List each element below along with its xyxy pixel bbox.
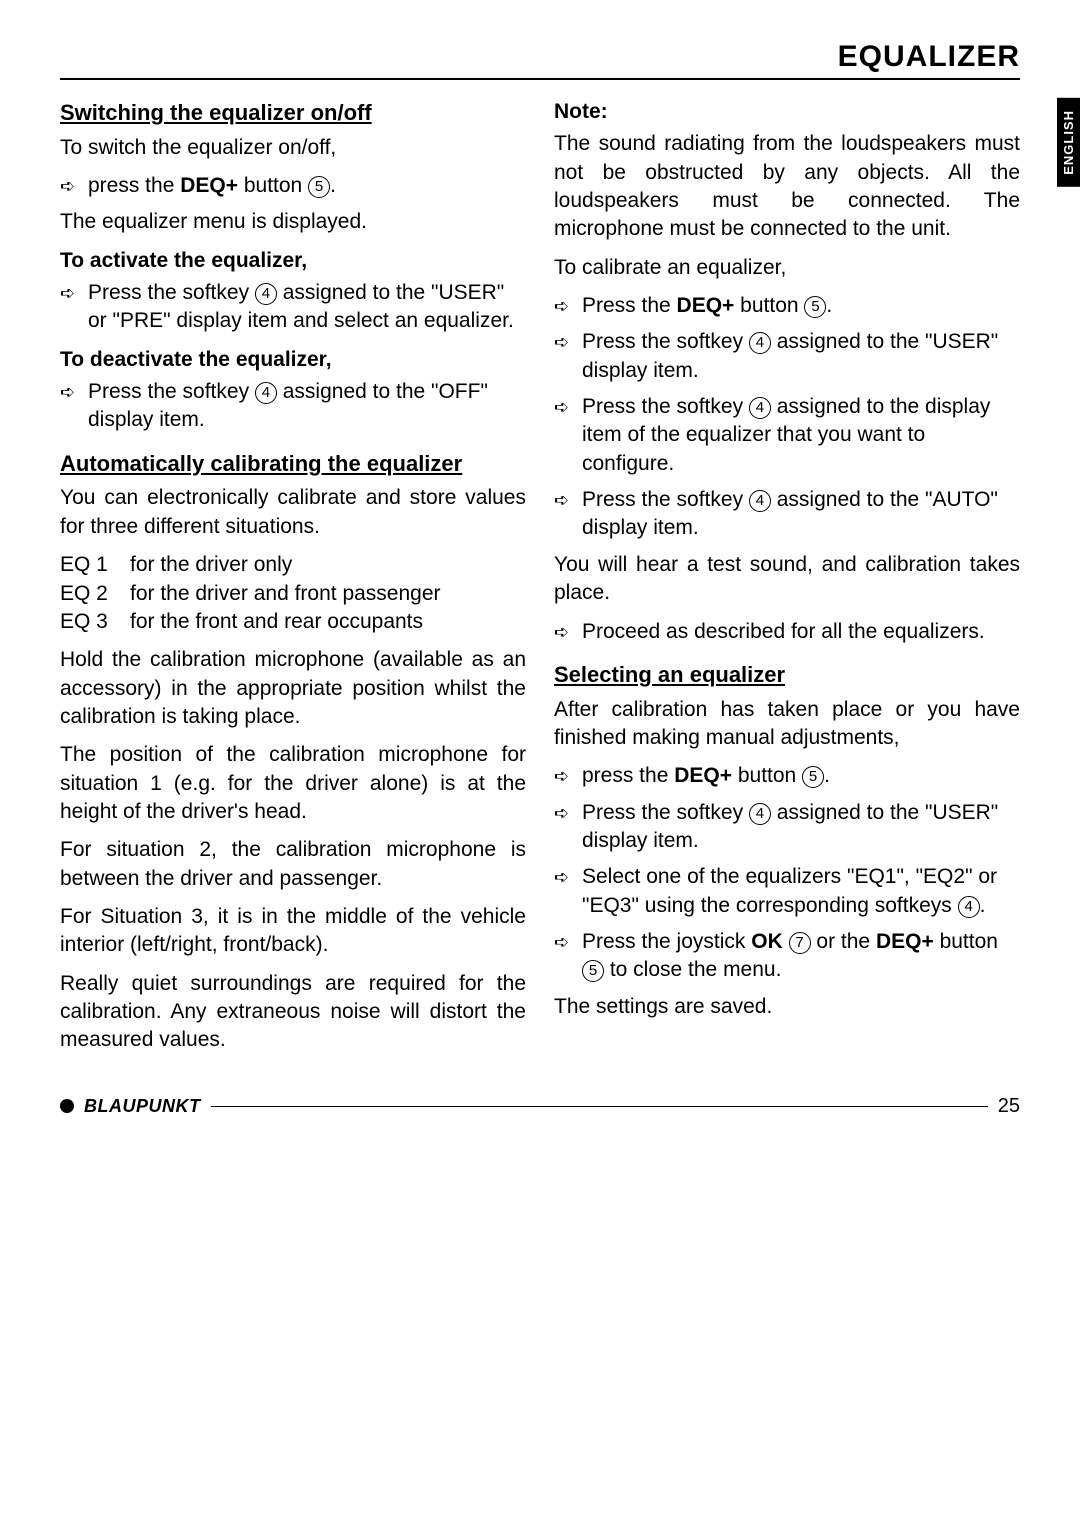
- text: After calibration has taken place or you…: [554, 696, 1020, 753]
- button-ref-4: 4: [255, 283, 277, 305]
- text: To calibrate an equalizer,: [554, 254, 1020, 282]
- text: The equalizer menu is displayed.: [60, 208, 526, 236]
- arrow-icon: ➪: [60, 172, 88, 199]
- content-columns: Switching the equalizer on/off To switch…: [60, 98, 1020, 1065]
- button-ref-5: 5: [582, 960, 604, 982]
- step-item: ➪ press the DEQ+ button 5.: [554, 762, 1020, 790]
- arrow-icon: ➪: [554, 328, 582, 355]
- text: You will hear a test sound, and calibrat…: [554, 551, 1020, 608]
- button-ref-4: 4: [958, 896, 980, 918]
- left-column: Switching the equalizer on/off To switch…: [60, 98, 526, 1065]
- page-header: EQUALIZER: [60, 40, 1020, 74]
- subheading-activate: To activate the equalizer,: [60, 247, 526, 275]
- step-text: Press the softkey 4 assigned to the "USE…: [582, 799, 1020, 856]
- eq-table: EQ 1 for the driver only EQ 2 for the dr…: [60, 551, 526, 636]
- text: The settings are saved.: [554, 993, 1020, 1021]
- arrow-icon: ➪: [554, 928, 582, 955]
- brand-name: BLAUPUNKT: [84, 1096, 201, 1117]
- text: The position of the calibration micropho…: [60, 741, 526, 826]
- button-ref-4: 4: [255, 382, 277, 404]
- arrow-icon: ➪: [60, 378, 88, 405]
- button-ref-4: 4: [749, 803, 771, 825]
- header-rule: [60, 78, 1020, 80]
- subheading-deactivate: To deactivate the equalizer,: [60, 346, 526, 374]
- text: For Situation 3, it is in the middle of …: [60, 903, 526, 960]
- step-item: ➪ Press the softkey 4 assigned to the "O…: [60, 378, 526, 435]
- arrow-icon: ➪: [554, 292, 582, 319]
- right-column: Note: The sound radiating from the louds…: [554, 98, 1020, 1065]
- note-heading: Note:: [554, 98, 1020, 126]
- button-ref-4: 4: [749, 332, 771, 354]
- arrow-icon: ➪: [554, 799, 582, 826]
- button-ref-7: 7: [789, 932, 811, 954]
- eq-label: EQ 1: [60, 551, 130, 579]
- step-text: Proceed as described for all the equaliz…: [582, 618, 1020, 646]
- arrow-icon: ➪: [554, 486, 582, 513]
- page-footer: BLAUPUNKT 25: [60, 1095, 1020, 1118]
- arrow-icon: ➪: [554, 762, 582, 789]
- step-text: Press the softkey 4 assigned to the "USE…: [582, 328, 1020, 385]
- step-text: Press the softkey 4 assigned to the disp…: [582, 393, 1020, 478]
- text: Really quiet surroundings are required f…: [60, 970, 526, 1055]
- eq-label: EQ 2: [60, 580, 130, 608]
- button-ref-5: 5: [308, 176, 330, 198]
- button-ref-4: 4: [749, 490, 771, 512]
- text: For situation 2, the calibration microph…: [60, 836, 526, 893]
- step-text: Press the DEQ+ button 5.: [582, 292, 1020, 320]
- heading-auto-calibrate: Automatically calibrating the equalizer: [60, 449, 526, 479]
- button-ref-4: 4: [749, 397, 771, 419]
- page-number: 25: [998, 1095, 1020, 1118]
- arrow-icon: ➪: [554, 618, 582, 645]
- brand-dot-icon: [60, 1099, 74, 1113]
- text: Hold the calibration microphone (availab…: [60, 646, 526, 731]
- eq-desc: for the front and rear occupants: [130, 608, 526, 636]
- step-item: ➪ Press the joystick OK 7 or the DEQ+ bu…: [554, 928, 1020, 985]
- eq-desc: for the driver only: [130, 551, 526, 579]
- step-item: ➪ Press the softkey 4 assigned to the "U…: [554, 328, 1020, 385]
- eq-desc: for the driver and front passenger: [130, 580, 526, 608]
- step-item: ➪ Press the softkey 4 assigned to the "U…: [554, 799, 1020, 856]
- heading-switching: Switching the equalizer on/off: [60, 98, 526, 128]
- step-item: ➪ Press the DEQ+ button 5.: [554, 292, 1020, 320]
- step-text: Press the softkey 4 assigned to the "AUT…: [582, 486, 1020, 543]
- step-item: ➪ Select one of the equalizers "EQ1", "E…: [554, 863, 1020, 920]
- text: To switch the equalizer on/off,: [60, 134, 526, 162]
- step-text: press the DEQ+ button 5.: [88, 172, 526, 200]
- note-body: The sound radiating from the loudspeaker…: [554, 130, 1020, 243]
- step-item: ➪ Proceed as described for all the equal…: [554, 618, 1020, 646]
- arrow-icon: ➪: [60, 279, 88, 306]
- language-tab: ENGLISH: [1057, 98, 1080, 187]
- step-text: Press the softkey 4 assigned to the "OFF…: [88, 378, 526, 435]
- step-text: Press the softkey 4 assigned to the "USE…: [88, 279, 526, 336]
- step-item: ➪ press the DEQ+ button 5.: [60, 172, 526, 200]
- step-text: Press the joystick OK 7 or the DEQ+ butt…: [582, 928, 1020, 985]
- button-ref-5: 5: [802, 766, 824, 788]
- step-text: press the DEQ+ button 5.: [582, 762, 1020, 790]
- eq-row: EQ 2 for the driver and front passenger: [60, 580, 526, 608]
- text: You can electronically calibrate and sto…: [60, 484, 526, 541]
- step-item: ➪ Press the softkey 4 assigned to the "A…: [554, 486, 1020, 543]
- footer-rule: [211, 1106, 988, 1107]
- eq-label: EQ 3: [60, 608, 130, 636]
- button-ref-5: 5: [804, 296, 826, 318]
- heading-selecting: Selecting an equalizer: [554, 660, 1020, 690]
- eq-row: EQ 1 for the driver only: [60, 551, 526, 579]
- step-item: ➪ Press the softkey 4 assigned to the "U…: [60, 279, 526, 336]
- arrow-icon: ➪: [554, 863, 582, 890]
- step-text: Select one of the equalizers "EQ1", "EQ2…: [582, 863, 1020, 920]
- step-item: ➪ Press the softkey 4 assigned to the di…: [554, 393, 1020, 478]
- arrow-icon: ➪: [554, 393, 582, 420]
- eq-row: EQ 3 for the front and rear occupants: [60, 608, 526, 636]
